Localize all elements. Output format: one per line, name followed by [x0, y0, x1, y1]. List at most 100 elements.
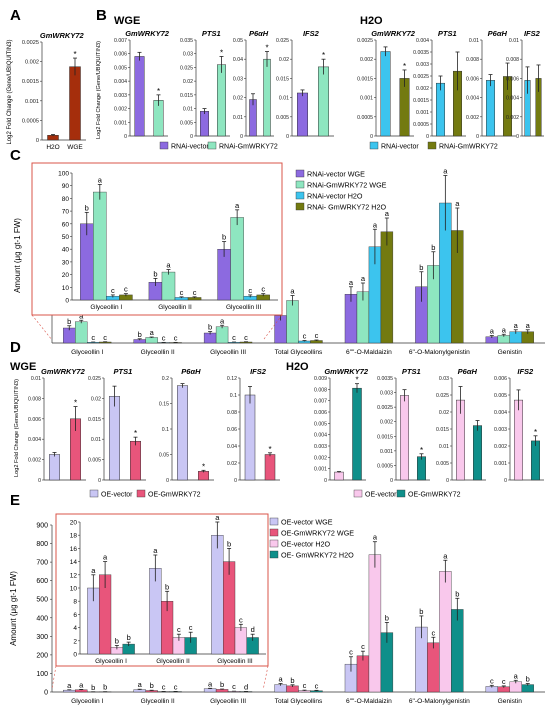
e-legend-swatch	[269, 528, 279, 537]
b-1-tick-label: 0.015	[180, 93, 193, 99]
d-6-tick-label: 0.025	[436, 393, 449, 399]
a-tick-label: 0.0025	[22, 40, 39, 46]
e-letter: b	[103, 683, 107, 692]
b-0-tick-label: 0.007	[114, 38, 127, 44]
e-letter: b	[385, 613, 389, 622]
b-3-tick-label: 0	[286, 134, 289, 140]
d-2-tick-label: 0.05	[159, 453, 169, 459]
d-5-significance: *	[420, 446, 423, 455]
c-letter: a	[361, 274, 366, 283]
c-inset-letter: c	[261, 285, 265, 294]
e-inset-letter: a	[103, 553, 108, 562]
panel-letter-d: D	[10, 339, 21, 356]
d-0-title: GmWRKY72	[41, 367, 86, 376]
e-bar	[427, 642, 440, 693]
e-letter: b	[526, 674, 530, 683]
d-6-tick-label: 0	[446, 478, 449, 484]
c-letter: a	[290, 287, 295, 296]
d-2-bar	[177, 385, 188, 481]
e-tick-label: 300	[36, 634, 48, 641]
e-letter: a	[79, 680, 84, 689]
e-letter: c	[431, 628, 435, 637]
c-letter: b	[419, 263, 423, 272]
c-letter: a	[502, 325, 507, 334]
e-bar	[356, 655, 370, 693]
e-inset-letter: a	[215, 513, 220, 522]
c-inset-tick-label: 80	[62, 196, 70, 203]
b-5-bar	[436, 82, 445, 137]
b-0-tick-label: 0.005	[114, 65, 127, 71]
c-letter: a	[385, 209, 390, 218]
e-inset-letter: b	[227, 539, 231, 548]
b-1-bar	[217, 64, 226, 137]
legend-label: RNAi-vector	[381, 144, 419, 151]
c-inset-tick-label: 40	[62, 247, 70, 254]
b-1-tick-label: 0.005	[180, 120, 193, 126]
b-2-tick-label: 0.05	[233, 38, 243, 44]
b-3-significance: *	[322, 51, 325, 60]
d-group-wge: WGE	[10, 361, 36, 373]
e-category-label: 6"-O-Malonylgenistin	[409, 698, 470, 705]
d-3-significance: *	[268, 445, 271, 454]
b-2-tick-label: 0.03	[233, 76, 243, 82]
b-7-tick-label: 0.008	[506, 57, 519, 63]
d-7-tick-label: 0.002	[494, 444, 507, 450]
e-letter: b	[220, 680, 224, 689]
e-tick-label: 600	[36, 578, 48, 585]
e-legend-label: OE-GmWRKY72 WGE	[281, 529, 354, 538]
d-5-tick-label: 0.001	[380, 449, 393, 455]
b-7-tick-label: 0.002	[506, 115, 519, 121]
c-y-axis-label: Amount (μg gt-1 FW)	[13, 218, 22, 293]
c-inset-connector	[263, 314, 283, 341]
a-tick-label: 0.0005	[22, 118, 39, 124]
e-letter: a	[373, 533, 378, 542]
c-inset-tick-label: 60	[62, 221, 70, 228]
d-0-significance: *	[74, 399, 77, 408]
b-7-title: IFS2	[524, 29, 541, 38]
e-category-label: Glyceollin I	[71, 698, 103, 705]
b-4-tick-label: 0.002	[360, 57, 373, 63]
e-letter: c	[349, 648, 353, 657]
e-letter: c	[490, 676, 494, 685]
c-letter: b	[431, 243, 435, 252]
d-1-tick-label: 0.01	[91, 437, 101, 443]
d-3-tick-label: 0.06	[227, 427, 237, 433]
a-category-label: WGE	[67, 144, 83, 151]
b-1-tick-label: 0.02	[183, 79, 193, 85]
d-4-tick-label: 0.005	[314, 421, 327, 427]
e-letter: b	[455, 589, 459, 598]
d-5-tick-label: 0.002	[380, 420, 393, 426]
b-1-tick-label: 0.035	[180, 38, 193, 44]
legend-swatch	[427, 141, 437, 150]
a-tick-label: 0.002	[25, 60, 39, 66]
b-4-tick-label: 0	[370, 134, 373, 140]
d-4-tick-label: 0.008	[314, 387, 327, 393]
e-inset-letter: c	[189, 623, 193, 632]
c-bar	[145, 337, 158, 344]
e-inset-tick-label: 14	[70, 559, 78, 566]
e-bar	[451, 609, 464, 693]
d-1-significance: *	[134, 429, 137, 438]
b-0-bar	[134, 56, 145, 137]
b-4-bar	[380, 51, 391, 137]
d-4-bar	[334, 471, 344, 481]
b-4-tick-label: 0.0015	[357, 76, 373, 82]
panel-letter-c: C	[10, 147, 21, 164]
legend-swatch	[159, 141, 169, 150]
b-7-tick-label: 0.004	[506, 96, 519, 102]
b-4-tick-label: 0.001	[360, 96, 373, 102]
legend-label: OE-GmWRKY72	[148, 492, 201, 499]
b-4-bar	[399, 78, 410, 137]
c-inset-letter: a	[235, 201, 240, 210]
b-y-axis-label: Log2 Fold Change (Gene/UBIQUITIN3)	[96, 41, 102, 139]
legend-label: OE-GmWRKY72	[408, 492, 461, 499]
c-inset-tick-label: 0	[65, 298, 69, 305]
e-legend-swatch	[269, 517, 279, 526]
panel-letter-a: A	[10, 7, 21, 24]
e-inset-connector	[262, 665, 269, 690]
e-inset-category-label: Glyceollin I	[95, 658, 127, 665]
c-legend-label: RNAi-vector H2O	[307, 192, 363, 201]
d-4-bar	[352, 387, 362, 481]
c-letter: a	[79, 311, 84, 320]
